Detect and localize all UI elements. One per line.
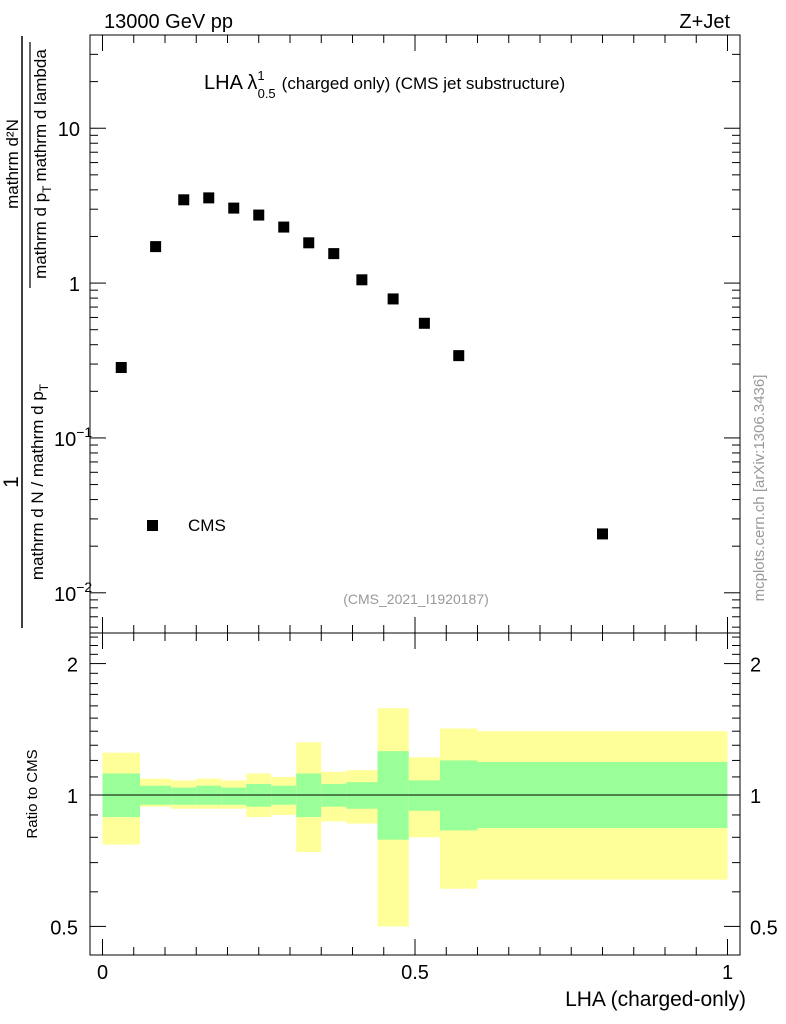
legend-marker [147,520,158,531]
data-point [228,202,240,214]
ylabel-numerator: 1 [0,476,23,488]
side-label: mcplots.cern.ch [arXiv:1306.3436] [751,375,768,602]
data-point [303,237,315,249]
data-point [418,317,430,329]
title-sub: 0.5 [258,86,276,101]
data-point [178,194,190,206]
title-main: LHA λ [204,72,257,94]
ratio-y-tick-label-right: 2 [750,655,761,677]
legend-label: CMS [188,516,226,535]
title-sup: 1 [257,68,264,83]
data-point [150,241,162,253]
y-tick-label: 10−1 [54,424,92,451]
y-tick-label: 10 [58,119,80,141]
data-point [387,293,399,305]
title-rest: (charged only) (CMS jet substructure) [282,74,565,93]
ylabel-inner-denominator: mathrm d pTmathrm d lambda [31,49,54,279]
analysis-label: (CMS_2021_I1920187) [343,591,489,607]
ratio-frame [89,632,741,956]
process-label: Z+Jet [679,11,730,33]
ratio-y-tick-label-right: 1 [750,786,761,808]
ylabel-inner-numerator: mathrm d²N [3,119,22,209]
data-point [115,362,127,374]
ratio-panel: 2 2 1 1 0.5 0.5 0 0.5 1 Ratio to CMS LHA (charge… [24,632,778,1011]
data-point [453,350,465,362]
main-ticks: 10 1 10−1 10−2 [54,34,740,633]
inner-band [221,787,247,805]
inner-band [408,780,440,811]
y-tick-label: 1 [69,274,80,296]
ratio-ylabel: Ratio to CMS [24,749,41,838]
energy-label: 13000 GeV pp [104,11,233,33]
ylabel-denominator: mathrm d N / mathrm d pT [28,383,51,580]
ratio-y-tick-label: 2 [67,655,78,677]
ratio-y-tick-label: 0.5 [50,917,78,939]
inner-band [171,787,197,805]
ratio-bands [102,708,728,927]
data-point [203,192,215,204]
data-point [253,209,265,221]
ratio-y-tick-label-right: 0.5 [750,917,778,939]
x-tick-label: 1 [722,962,733,984]
data-point [356,274,368,286]
ratio-y-tick-label: 1 [67,786,78,808]
data-point [328,248,340,260]
data-point [278,221,290,233]
ratio-ticks: 2 2 1 1 0.5 0.5 0 0.5 1 [50,633,778,984]
x-tick-label: 0.5 [401,962,429,984]
main-frame [89,34,741,634]
main-markers [115,192,608,540]
x-tick-label: 0 [97,962,108,984]
xlabel: LHA (charged-only) [565,988,746,1011]
data-point [597,528,608,540]
main-ylabel: 1 mathrm d N / mathrm d pT mathrm d²N ma… [0,36,54,628]
main-title: LHA λ1 0.5 (charged only) (CMS jet substru… [204,68,565,101]
y-tick-label: 10−2 [54,579,92,606]
